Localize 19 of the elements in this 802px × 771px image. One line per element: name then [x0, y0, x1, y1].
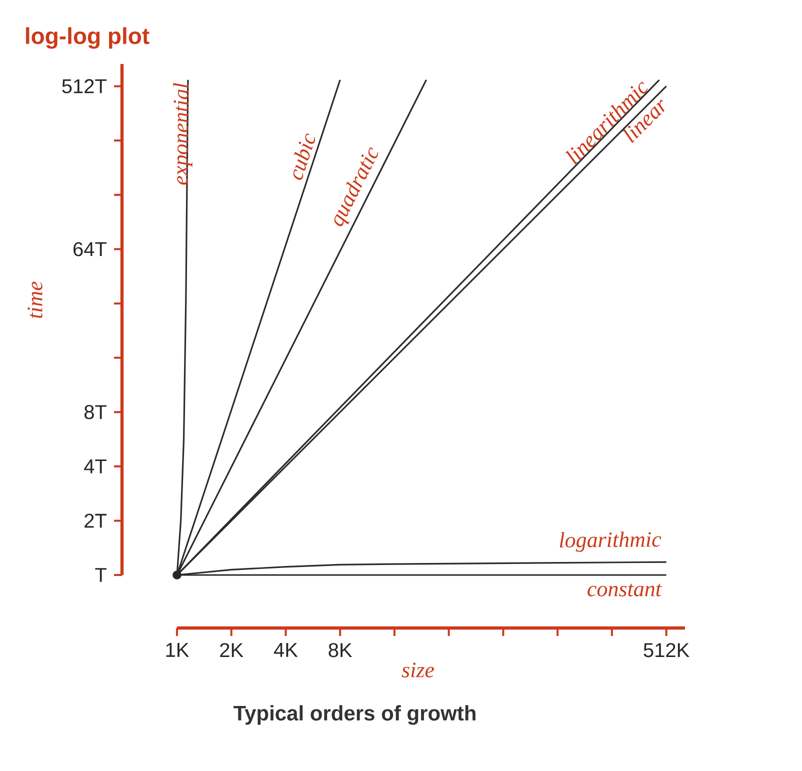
- series-label: constant: [588, 584, 662, 596]
- x-tick-label: 2K: [220, 643, 244, 658]
- y-axis-title: time: [28, 282, 42, 318]
- text: Typical orders of growth: [234, 705, 476, 725]
- x-tick-label: 512K: [644, 643, 690, 658]
- x-tick-label: 1K: [166, 643, 190, 657]
- text: exponential: [173, 83, 192, 185]
- text: cubic: [293, 133, 316, 180]
- chart-title: log-log plot: [26, 27, 150, 49]
- y-tick-label: 8T: [84, 405, 106, 420]
- series-label: logarithmic: [560, 532, 662, 552]
- x-tick-label: 8K: [328, 643, 352, 658]
- y-tick-label: 512T: [62, 79, 106, 94]
- y-tick-label: 4T: [84, 459, 106, 474]
- y-tick-label: T: [95, 568, 107, 582]
- y-tick-label: 64T: [74, 242, 106, 256]
- x-axis-title: size: [402, 662, 434, 678]
- x-tick-label: 4K: [274, 643, 298, 657]
- y-tick-label: 2T: [84, 514, 106, 528]
